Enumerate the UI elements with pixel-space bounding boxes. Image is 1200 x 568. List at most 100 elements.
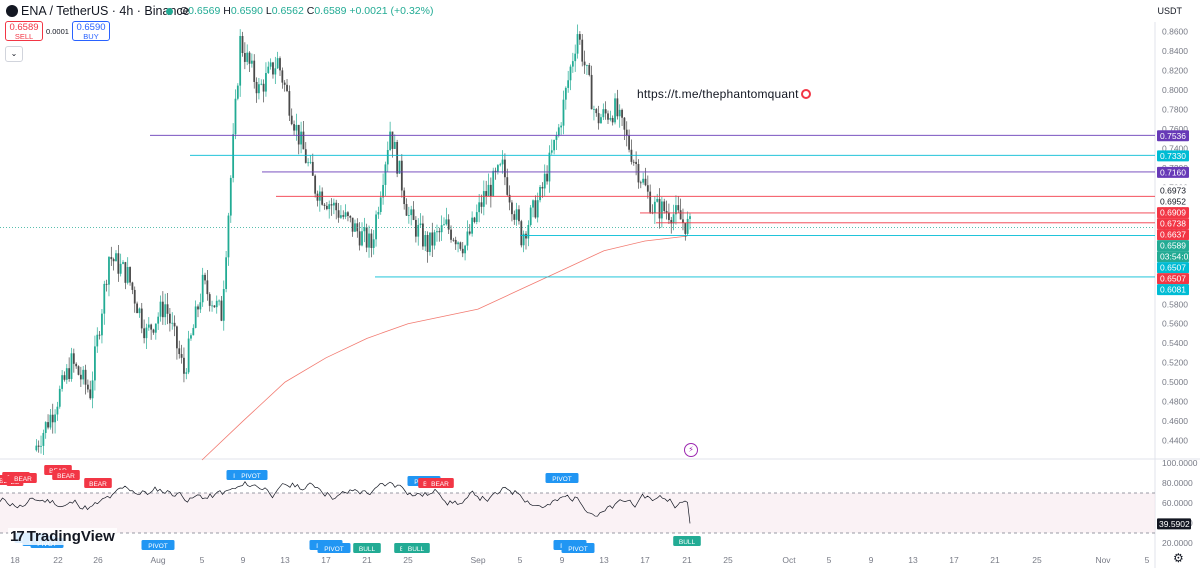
candle-body: [347, 212, 349, 216]
candle-body: [466, 231, 469, 246]
candle-body: [506, 177, 509, 195]
ohlc-close: 0.6589: [314, 5, 347, 17]
candle-body: [482, 191, 485, 207]
candle-body: [236, 85, 239, 99]
time-tick-label: 5: [518, 555, 523, 565]
candle-body: [557, 127, 560, 136]
candle-body: [185, 372, 188, 374]
candle-body: [117, 253, 120, 274]
signal-pivot-badge: [545, 473, 579, 483]
symbol-title[interactable]: ENA / TetherUS · 4h · Binance: [21, 4, 190, 18]
candle-body: [138, 308, 141, 314]
candle-body: [335, 202, 338, 211]
candle-body: [241, 36, 244, 53]
candle-body: [213, 305, 216, 308]
candle-body: [590, 74, 593, 110]
candle-body: [351, 217, 354, 232]
candle-body: [539, 186, 541, 201]
tradingview-logo[interactable]: 17 TradingView: [8, 528, 117, 545]
candle-body: [457, 242, 459, 245]
candle-body: [665, 210, 668, 213]
signal-bear-badge: [9, 473, 37, 483]
candle-body: [532, 200, 534, 208]
candle-body: [295, 124, 298, 131]
price-tick-label: 0.8200: [1162, 66, 1188, 76]
time-tick-label: 5: [827, 555, 832, 565]
candle-body: [47, 422, 49, 428]
candle-body: [389, 131, 392, 150]
signal-bear-label: BEAR: [14, 476, 32, 483]
candle-body: [150, 324, 153, 330]
candle-body: [248, 52, 251, 64]
candle-body: [269, 62, 272, 67]
signal-pivot-label: PIVOT: [552, 476, 572, 483]
candle-body: [103, 283, 106, 314]
flash-icon[interactable]: ⚡: [684, 443, 698, 457]
collapse-chevron-icon[interactable]: ⌄: [5, 46, 23, 62]
candle-body: [300, 131, 302, 145]
candle-body: [391, 131, 394, 149]
candle-body: [201, 274, 204, 303]
time-tick-label: 5: [1145, 555, 1150, 565]
candle-body: [623, 117, 626, 130]
ohlc-open: 0.6569: [188, 5, 221, 17]
signal-pivot-badge: [234, 470, 268, 480]
buy-price: 0.6590: [76, 22, 106, 33]
candle-body: [372, 239, 375, 248]
candle-body: [63, 375, 66, 380]
signal-bear-badge: [52, 470, 80, 480]
candle-body: [553, 139, 556, 151]
time-tick-label: 13: [908, 555, 918, 565]
candle-body: [412, 209, 415, 220]
settings-gear-icon[interactable]: ⚙: [1173, 551, 1184, 565]
candle-body: [56, 406, 59, 415]
candle-body: [618, 109, 621, 117]
candle-body: [478, 202, 481, 213]
candle-body: [513, 214, 516, 220]
candle-body: [501, 159, 504, 165]
candle-body: [410, 209, 413, 216]
price-axis-tag: [1157, 262, 1189, 274]
candle-body: [499, 164, 502, 166]
currency-label[interactable]: USDT: [1157, 6, 1183, 16]
candle-body: [72, 353, 75, 364]
candle-body: [508, 194, 511, 203]
candle-body: [171, 322, 174, 324]
candle-body: [447, 219, 450, 230]
candle-body: [349, 215, 352, 218]
signal-pivot-label: PIVOT: [148, 543, 168, 550]
candle-body: [222, 289, 225, 321]
candle-body: [42, 432, 45, 446]
price-axis-tag-label: 0.6507: [1160, 263, 1186, 273]
candle-body: [386, 149, 389, 165]
candle-body: [337, 210, 340, 218]
candle-body: [604, 109, 607, 114]
candle-body: [375, 214, 377, 240]
candle-body: [133, 289, 136, 304]
sell-button[interactable]: 0.6589 SELL: [5, 21, 43, 41]
price-axis-tag-label: 0.6589: [1160, 241, 1186, 251]
candle-body: [323, 204, 326, 206]
candle-body: [571, 61, 574, 67]
candle-body: [211, 305, 213, 307]
time-tick-label: 13: [280, 555, 290, 565]
buy-button[interactable]: 0.6590 BUY: [72, 21, 110, 41]
time-tick-label: 21: [362, 555, 372, 565]
candle-body: [630, 149, 633, 162]
candle-body: [649, 191, 652, 213]
indicator-tick-label: 60.0000: [1162, 498, 1193, 508]
candle-body: [454, 239, 457, 245]
candle-body: [632, 161, 635, 163]
candle-body: [646, 185, 649, 192]
candle-body: [567, 80, 570, 88]
candle-body: [621, 109, 623, 118]
signal-pivot-badge: [317, 543, 351, 553]
candle-body: [157, 316, 160, 324]
candle-body: [546, 173, 548, 182]
candle-body: [91, 380, 94, 399]
candle-body: [422, 223, 424, 247]
candle-body: [154, 323, 157, 333]
candle-body: [492, 170, 495, 197]
candle-body: [54, 414, 56, 423]
